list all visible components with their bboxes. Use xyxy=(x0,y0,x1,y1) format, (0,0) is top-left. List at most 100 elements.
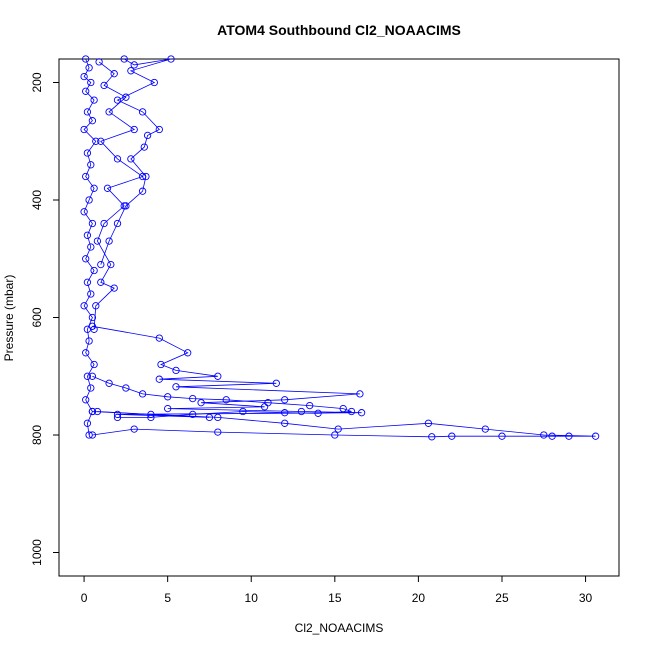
series-line-6 xyxy=(92,411,596,438)
y-tick-label: 800 xyxy=(30,425,44,445)
data-point xyxy=(138,187,147,195)
data-point xyxy=(90,184,98,192)
x-tick-label: 10 xyxy=(245,591,259,605)
data-point xyxy=(85,196,93,204)
data-point xyxy=(97,278,105,286)
data-point xyxy=(356,390,364,398)
x-tick-label: 0 xyxy=(81,591,88,605)
data-point xyxy=(155,375,163,383)
data-point xyxy=(80,302,88,310)
data-point xyxy=(88,431,97,439)
data-point xyxy=(90,266,98,275)
data-point xyxy=(105,379,113,387)
data-point xyxy=(85,431,93,439)
chart-title: ATOM4 Southbound Cl2_NOAACIMS xyxy=(217,22,461,38)
data-point xyxy=(142,172,150,181)
data-point xyxy=(113,96,122,104)
data-point xyxy=(110,284,118,292)
data-point xyxy=(92,302,100,310)
data-point xyxy=(87,161,95,169)
data-point xyxy=(306,401,314,410)
data-point xyxy=(87,243,95,251)
data-point xyxy=(82,255,90,263)
data-point xyxy=(87,78,95,87)
series-group xyxy=(80,55,600,441)
data-point xyxy=(591,432,600,440)
x-tick-label: 5 xyxy=(164,591,171,605)
data-point xyxy=(83,419,92,427)
x-axis-label: Cl2_NOAACIMS xyxy=(295,621,384,635)
data-point xyxy=(88,372,97,380)
data-point xyxy=(110,70,118,78)
data-point xyxy=(272,379,280,387)
data-point xyxy=(264,399,272,407)
data-point xyxy=(82,55,90,63)
y-tick-label: 1000 xyxy=(30,539,44,566)
data-point xyxy=(331,431,339,439)
data-point xyxy=(113,155,122,163)
data-point xyxy=(93,407,102,416)
data-point xyxy=(448,432,456,440)
y-axis: 200 400 600 800 1000 xyxy=(30,72,59,566)
data-point xyxy=(138,108,147,116)
data-point xyxy=(347,407,356,416)
data-point xyxy=(214,413,222,422)
data-point xyxy=(100,81,108,90)
x-tick-label: 30 xyxy=(579,591,593,605)
data-point xyxy=(100,219,108,228)
data-point xyxy=(83,278,92,286)
data-point xyxy=(297,407,306,416)
data-point xyxy=(82,87,90,95)
data-point xyxy=(82,396,90,404)
data-point xyxy=(85,337,93,345)
series-line-1 xyxy=(83,58,97,436)
data-point xyxy=(339,404,347,413)
data-point xyxy=(150,78,158,87)
data-point xyxy=(189,410,197,419)
data-point xyxy=(122,202,130,210)
data-point xyxy=(122,384,130,392)
data-point xyxy=(97,260,105,269)
data-point xyxy=(197,399,205,407)
data-point xyxy=(498,432,506,440)
data-point xyxy=(138,390,147,398)
data-point xyxy=(314,409,322,417)
data-point xyxy=(90,360,98,369)
series-line-3 xyxy=(100,58,172,265)
data-point xyxy=(164,393,172,401)
data-point xyxy=(87,384,95,392)
data-point xyxy=(83,108,92,116)
data-point xyxy=(214,428,222,436)
data-point xyxy=(80,125,88,134)
data-point xyxy=(540,431,548,439)
data-point xyxy=(565,432,573,440)
data-point xyxy=(103,184,112,192)
data-point xyxy=(90,96,98,104)
data-point xyxy=(172,383,180,391)
data-point xyxy=(83,231,92,239)
data-point xyxy=(92,137,100,145)
data-point xyxy=(281,396,289,404)
series-line-5 xyxy=(92,375,352,418)
x-axis: 0 5 10 15 20 25 30 xyxy=(81,576,593,605)
series-line-4 xyxy=(92,325,362,418)
data-point xyxy=(281,419,289,427)
data-point xyxy=(130,125,138,134)
data-point xyxy=(82,172,90,181)
data-point xyxy=(184,349,192,357)
data-point xyxy=(334,425,342,433)
data-point xyxy=(164,404,172,413)
data-point xyxy=(239,407,247,416)
data-point xyxy=(82,349,90,357)
data-point xyxy=(105,108,113,116)
data-point xyxy=(88,313,97,322)
data-point xyxy=(97,137,105,145)
data-point xyxy=(80,208,88,216)
data-point xyxy=(189,394,197,403)
data-point xyxy=(127,67,135,75)
data-point xyxy=(85,64,93,72)
data-point xyxy=(93,237,102,245)
data-point xyxy=(130,425,138,433)
data-point xyxy=(548,432,556,440)
